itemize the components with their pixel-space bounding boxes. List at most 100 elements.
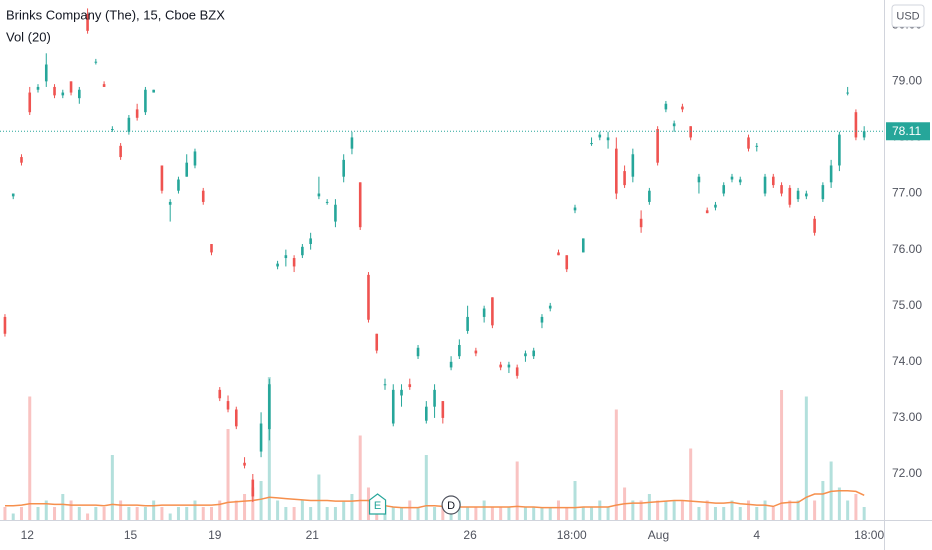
candle-body [350,137,354,149]
volume-bar [102,507,106,520]
candle-body [119,145,122,158]
candle-body [499,364,502,368]
volume-bar [325,507,329,520]
x-tick-label: 12 [21,528,35,542]
volume-bar [705,500,709,520]
volume-bar [581,507,585,520]
volume-ma-line [5,490,865,509]
volume-bar [763,500,767,520]
candle-body [69,81,73,93]
candle-body [243,462,246,466]
volume-bar [77,507,81,520]
candle-body [78,89,81,99]
candle-body [474,350,478,354]
volume-bar [3,507,7,520]
candle-body [234,409,238,427]
x-tick-label: Aug [648,528,669,542]
volume-bar [606,507,610,520]
candle-body [276,263,279,267]
event-marker[interactable]: E [368,493,387,515]
candle-body [226,401,230,410]
candle-body [829,165,833,183]
candle-body [854,112,858,138]
y-tick-label: 77.00 [892,186,922,200]
candle-body [763,176,767,194]
volume-bar [243,494,247,520]
volume-bar [193,500,197,520]
candle-body [466,316,469,331]
candle-body [416,347,420,357]
candle-body [639,218,643,228]
candle-body [251,479,255,497]
event-marker[interactable]: D [441,495,461,515]
volume-bar [730,500,734,520]
volume-bar [28,396,32,520]
volume-bar [689,448,693,520]
volume-bar [53,507,57,520]
volume-bar [614,409,618,520]
volume-bar [234,500,238,520]
volume-bar [490,507,494,520]
volume-bar [672,500,676,520]
volume-bar [86,513,90,520]
volume-bar [251,487,255,520]
volume-bar [515,461,519,520]
candle-body [805,193,808,197]
volume-bar [755,507,759,520]
candle-body [102,84,106,87]
volume-bar [664,500,668,520]
volume-bar [499,507,503,520]
volume-bar [813,500,817,520]
candle-body [681,106,684,110]
event-label: D [447,500,455,512]
candle-body [367,274,370,320]
candle-body [268,384,271,430]
x-tick-label: 21 [306,528,320,542]
candle-body [292,258,296,267]
volume-bar [846,500,850,520]
candle-body [722,185,726,194]
candle-body [507,364,511,368]
candle-body [557,252,560,256]
last-price-box [886,122,930,141]
candle-body [846,92,849,94]
candle-body [524,353,527,357]
volume-bar [540,507,544,520]
candle-body [358,182,362,228]
x-tick-label: 4 [753,528,760,542]
candle-body [301,246,304,256]
volume-bar [284,507,288,520]
volume-bar [19,507,23,520]
volume-bar [433,507,437,520]
candle-body [458,344,461,357]
candle-body [689,126,692,138]
candle-body [61,92,65,96]
candle-body [796,190,800,200]
volume-bar [292,507,296,520]
candle-body [697,176,701,183]
candle-body [565,255,569,270]
chart-title: Brinks Company (The), 15, Cboe BZX [6,7,225,22]
candle-body [581,238,585,253]
volume-bar [780,390,784,520]
y-tick-label: 76.00 [892,242,922,256]
volume-bar [185,507,189,520]
candle-body [317,193,321,197]
volume-bar [127,507,131,520]
currency-badge[interactable] [891,4,925,28]
candle-body [771,176,775,186]
volume-bar [804,396,808,520]
candle-body [177,179,180,191]
candle-body [755,145,759,147]
volume-bar [821,481,825,520]
candle-body [334,204,337,222]
volume-bar [358,435,362,520]
volume-bar [110,455,114,520]
candle-body [53,86,56,96]
volume-bar [738,507,742,520]
x-tick-label: 26 [463,528,477,542]
candle-body [201,190,205,202]
candle-body [375,333,379,351]
